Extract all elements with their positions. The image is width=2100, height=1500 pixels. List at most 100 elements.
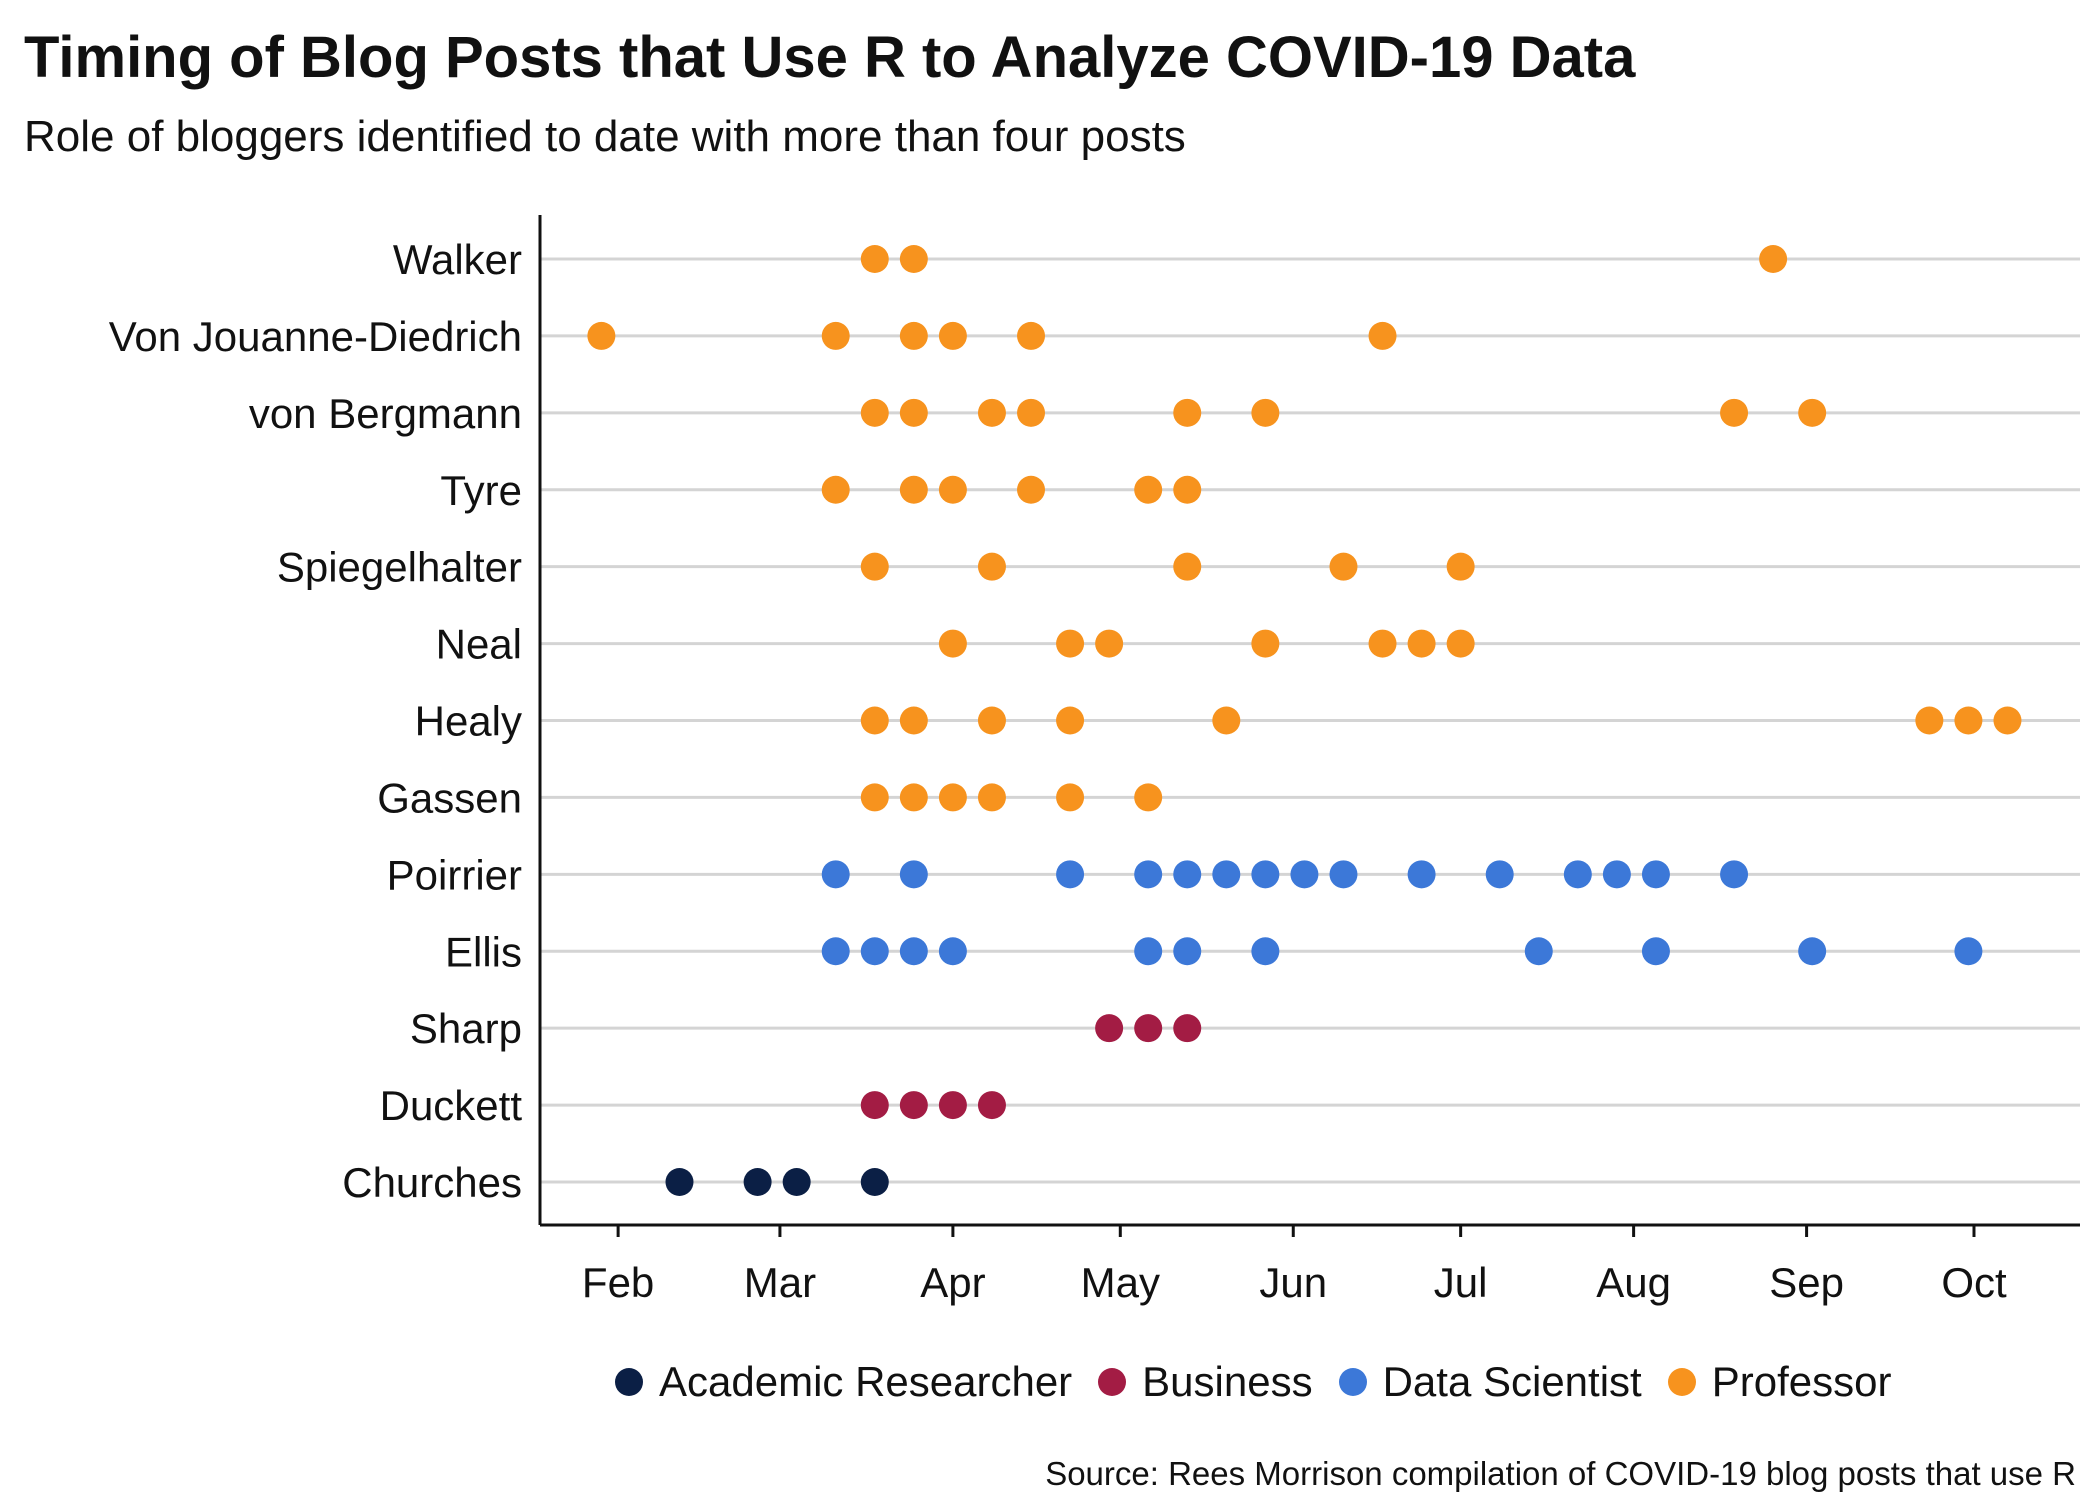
point-von-bergmann-2020-05-13: [1173, 398, 1202, 427]
x-tick-label-sep: Sep: [1769, 1259, 1844, 1306]
point-healy-2020-04-22: [1056, 706, 1085, 735]
point-von-bergmann-2020-08-19: [1720, 398, 1749, 427]
point-healy-2020-09-23: [1915, 706, 1944, 735]
point-sharp-2020-05-13: [1173, 1014, 1202, 1043]
point-tyre-2020-05-06: [1134, 475, 1163, 504]
point-churches-2020-03-04: [782, 1168, 811, 1196]
point-von-jouanne-diedrich-2020-03-25: [899, 321, 928, 350]
point-gassen-2020-04-01: [938, 783, 967, 812]
point-ellis-2020-09-02: [1798, 937, 1827, 966]
point-gassen-2020-04-22: [1056, 783, 1085, 812]
x-tick-label-apr: Apr: [920, 1259, 985, 1306]
point-ellis-2020-08-05: [1641, 937, 1670, 966]
point-ellis-2020-05-13: [1173, 937, 1202, 966]
x-tick-label-oct: Oct: [1941, 1259, 2007, 1306]
point-poirrier-2020-08-05: [1641, 860, 1670, 889]
point-poirrier-2020-05-06: [1134, 860, 1163, 889]
point-healy-2020-03-25: [899, 706, 928, 735]
y-tick-label-spiegelhalter: Spiegelhalter: [277, 544, 522, 591]
y-tick-label-ellis: Ellis: [445, 928, 522, 975]
point-gassen-2020-05-06: [1134, 783, 1163, 812]
point-neal-2020-06-24: [1407, 629, 1436, 658]
point-neal-2020-06-17: [1368, 629, 1397, 658]
point-ellis-2020-04-01: [938, 937, 967, 966]
point-poirrier-2020-07-22: [1563, 860, 1592, 889]
point-ellis-2020-09-30: [1954, 937, 1983, 966]
point-poirrier-2020-05-20: [1212, 860, 1241, 889]
x-tick-label-mar: Mar: [744, 1259, 816, 1306]
point-von-jouanne-diedrich-2020-06-17: [1368, 321, 1397, 350]
point-neal-2020-04-01: [938, 629, 967, 658]
point-churches-2020-02-26: [743, 1168, 772, 1196]
point-ellis-2020-03-11: [821, 937, 850, 966]
point-gassen-2020-04-08: [977, 783, 1006, 812]
point-von-jouanne-diedrich-2020-04-15: [1017, 321, 1046, 350]
point-duckett-2020-04-08: [977, 1091, 1006, 1120]
legend-swatch-academic-researcher: [615, 1368, 643, 1396]
legend-swatch-data-scientist: [1338, 1368, 1367, 1396]
y-tick-label-neal: Neal: [436, 621, 522, 668]
legend-item-academic-researcher: Academic Researcher: [615, 1358, 1072, 1406]
point-ellis-2020-07-15: [1524, 937, 1553, 966]
point-von-jouanne-diedrich-2020-03-11: [821, 321, 850, 350]
legend-item-professor: Professor: [1667, 1358, 1892, 1406]
point-spiegelhalter-2020-06-10: [1329, 552, 1358, 581]
point-von-bergmann-2020-03-25: [899, 398, 928, 427]
point-von-jouanne-diedrich-2020-01-29: [587, 321, 616, 350]
point-von-bergmann-2020-03-18: [860, 398, 889, 427]
y-tick-label-von-jouanne-diedrich: Von Jouanne-Diedrich: [109, 313, 522, 360]
point-poirrier-2020-08-19: [1720, 860, 1749, 889]
point-duckett-2020-03-25: [899, 1091, 928, 1120]
chart-subtitle: Role of bloggers identified to date with…: [24, 112, 1186, 161]
point-tyre-2020-03-11: [821, 475, 850, 504]
point-duckett-2020-03-18: [860, 1091, 889, 1120]
point-ellis-2020-05-27: [1251, 937, 1280, 966]
legend-label-business: Business: [1142, 1358, 1313, 1405]
y-tick-label-healy: Healy: [415, 698, 522, 745]
legend-label-data-scientist: Data Scientist: [1382, 1358, 1642, 1405]
point-ellis-2020-03-18: [860, 937, 889, 966]
point-healy-2020-09-30: [1954, 706, 1983, 735]
point-healy-2020-03-18: [860, 706, 889, 735]
point-poirrier-2020-03-11: [821, 860, 850, 889]
point-walker-2020-03-18: [860, 245, 889, 273]
point-poirrier-2020-06-03: [1290, 860, 1319, 889]
x-tick-label-may: May: [1081, 1259, 1160, 1306]
legend-swatch-business: [1098, 1368, 1127, 1396]
point-neal-2020-05-27: [1251, 629, 1280, 658]
y-tick-label-churches: Churches: [342, 1159, 522, 1206]
x-tick-label-aug: Aug: [1596, 1259, 1671, 1306]
point-neal-2020-07-01: [1446, 629, 1475, 658]
legend: Academic Researcher Business Data Scient…: [615, 1358, 1891, 1406]
point-tyre-2020-03-25: [899, 475, 928, 504]
point-poirrier-2020-03-25: [899, 860, 928, 889]
point-neal-2020-04-29: [1095, 629, 1124, 658]
point-von-bergmann-2020-04-15: [1017, 398, 1046, 427]
point-ellis-2020-05-06: [1134, 937, 1163, 966]
legend-label-professor: Professor: [1711, 1358, 1892, 1405]
point-tyre-2020-05-13: [1173, 475, 1202, 504]
legend-item-data-scientist: Data Scientist: [1338, 1358, 1642, 1406]
legend-item-business: Business: [1098, 1358, 1313, 1406]
point-sharp-2020-05-06: [1134, 1014, 1163, 1043]
point-healy-2020-10-07: [1993, 706, 2022, 735]
point-spiegelhalter-2020-03-18: [860, 552, 889, 581]
point-tyre-2020-04-15: [1017, 475, 1046, 504]
point-churches-2020-03-18: [860, 1168, 889, 1196]
legend-label-academic-researcher: Academic Researcher: [659, 1358, 1073, 1405]
point-spiegelhalter-2020-07-01: [1446, 552, 1475, 581]
y-tick-label-walker: Walker: [393, 236, 522, 283]
point-healy-2020-05-20: [1212, 706, 1241, 735]
point-poirrier-2020-05-13: [1173, 860, 1202, 889]
point-sharp-2020-04-29: [1095, 1014, 1124, 1043]
legend-swatch-professor: [1667, 1368, 1696, 1396]
point-von-bergmann-2020-09-02: [1798, 398, 1827, 427]
x-tick-label-jun: Jun: [1259, 1259, 1327, 1306]
point-ellis-2020-03-25: [899, 937, 928, 966]
point-von-jouanne-diedrich-2020-04-01: [938, 321, 967, 350]
point-walker-2020-03-25: [899, 245, 928, 273]
point-poirrier-2020-06-10: [1329, 860, 1358, 889]
y-tick-label-duckett: Duckett: [380, 1082, 523, 1129]
point-gassen-2020-03-18: [860, 783, 889, 812]
